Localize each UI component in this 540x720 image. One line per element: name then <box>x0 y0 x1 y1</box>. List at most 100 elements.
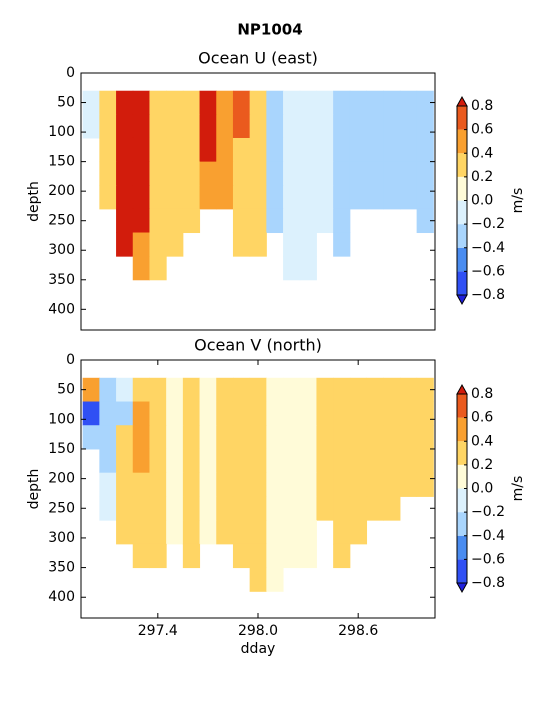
contour-cell <box>149 208 167 234</box>
contour-cell <box>266 425 284 450</box>
contour-cell <box>232 161 251 186</box>
contour-cell <box>116 232 134 257</box>
contour-cell <box>166 114 184 139</box>
contour-cell <box>283 472 301 497</box>
contour-cell <box>299 543 317 569</box>
contour-cell <box>299 448 317 474</box>
contour-cell <box>232 114 251 139</box>
contour-cell <box>266 401 284 426</box>
contour-cell <box>416 448 434 474</box>
contour-cell <box>116 90 134 115</box>
contour-cell <box>283 401 301 426</box>
contour-cell <box>149 496 167 521</box>
contour-cell <box>166 448 184 474</box>
contour-cell <box>266 496 284 521</box>
colorbar-label: m/s <box>510 476 526 502</box>
contour-cell <box>283 137 301 163</box>
contour-cell <box>216 137 234 163</box>
contour-cell <box>216 90 234 115</box>
colorbar-tick-label: −0.8 <box>471 575 505 591</box>
contour-cell <box>249 567 267 592</box>
y-tick-label: 250 <box>48 213 75 229</box>
contour-cell <box>333 185 351 210</box>
contour-cell <box>182 401 201 426</box>
y-tick-label: 400 <box>48 589 75 605</box>
colorbar-segment <box>457 247 467 272</box>
colorbar-segment <box>457 224 467 248</box>
contour-cell <box>149 377 167 403</box>
contour-cell <box>366 496 384 521</box>
contour-cell <box>283 496 301 521</box>
y-tick-label: 250 <box>48 500 75 516</box>
plot-frame <box>80 72 436 331</box>
contour-cell <box>116 520 134 545</box>
contour-cell <box>149 232 167 257</box>
contour-cell <box>232 520 251 545</box>
contour-cell <box>166 520 184 545</box>
contour-cell <box>166 401 184 426</box>
y-tick-label: 400 <box>48 301 75 317</box>
contour-cell <box>232 448 251 474</box>
colorbar-tick-label: −0.4 <box>471 240 505 256</box>
contour-cell <box>249 520 267 545</box>
contour-cell <box>232 425 251 450</box>
y-axis-label: depth <box>26 181 42 222</box>
contour-cell <box>166 137 184 163</box>
contour-cell <box>266 161 284 186</box>
contour-cell <box>416 137 434 163</box>
contour-cell <box>299 185 317 210</box>
contour-cell <box>283 114 301 139</box>
y-tick-label: 0 <box>66 65 75 81</box>
contour-cell <box>349 472 368 497</box>
colorbar-segment <box>457 488 467 513</box>
contour-cell <box>349 377 368 403</box>
contour-cell <box>232 208 251 234</box>
contour-cell <box>116 401 134 426</box>
contour-cell <box>132 114 150 139</box>
contour-cell <box>132 472 150 497</box>
contour-cell <box>366 90 384 115</box>
contour-cell <box>99 401 117 426</box>
contour-cell <box>199 448 217 474</box>
contour-cell <box>333 520 351 545</box>
contour-cell <box>132 401 150 426</box>
contour-cell <box>299 377 317 403</box>
contour-cell <box>416 185 434 210</box>
contour-cell <box>366 185 384 210</box>
contour-cell <box>166 161 184 186</box>
contour-cell <box>366 401 384 426</box>
x-tick-label: 297.4 <box>138 623 178 639</box>
contour-cell <box>116 425 134 450</box>
y-tick-label: 350 <box>48 272 75 288</box>
contour-cell <box>116 377 134 403</box>
colorbar-segment <box>457 176 467 201</box>
contour-cell <box>249 425 267 450</box>
contour-cell <box>316 114 334 139</box>
contour-cell <box>149 425 167 450</box>
contour-cell <box>116 208 134 234</box>
contour-cell <box>249 232 267 257</box>
contour-cell <box>299 161 317 186</box>
colorbar-tick-label: 0.0 <box>471 193 493 209</box>
contour-cell <box>299 137 317 163</box>
contour-cell <box>199 185 217 210</box>
contour-cell <box>99 114 117 139</box>
contour-cell <box>383 114 401 139</box>
contour-cell <box>149 90 167 115</box>
contour-cell <box>149 520 167 545</box>
contour-cell <box>299 425 317 450</box>
contour-cell <box>266 137 284 163</box>
contour-cell <box>349 161 368 186</box>
colorbar-tick-label: −0.2 <box>471 504 505 520</box>
contour-cell <box>333 208 351 234</box>
colorbar-tick-label: 0.0 <box>471 481 493 497</box>
contour-cell <box>182 90 201 115</box>
y-tick-label: 0 <box>66 352 75 368</box>
contour-cell <box>333 232 351 257</box>
contour-cell <box>132 520 150 545</box>
colorbar-segment <box>457 106 467 130</box>
contour-cell <box>383 377 401 403</box>
contour-cell <box>299 496 317 521</box>
contour-cell <box>333 425 351 450</box>
y-tick-label: 100 <box>48 411 75 427</box>
